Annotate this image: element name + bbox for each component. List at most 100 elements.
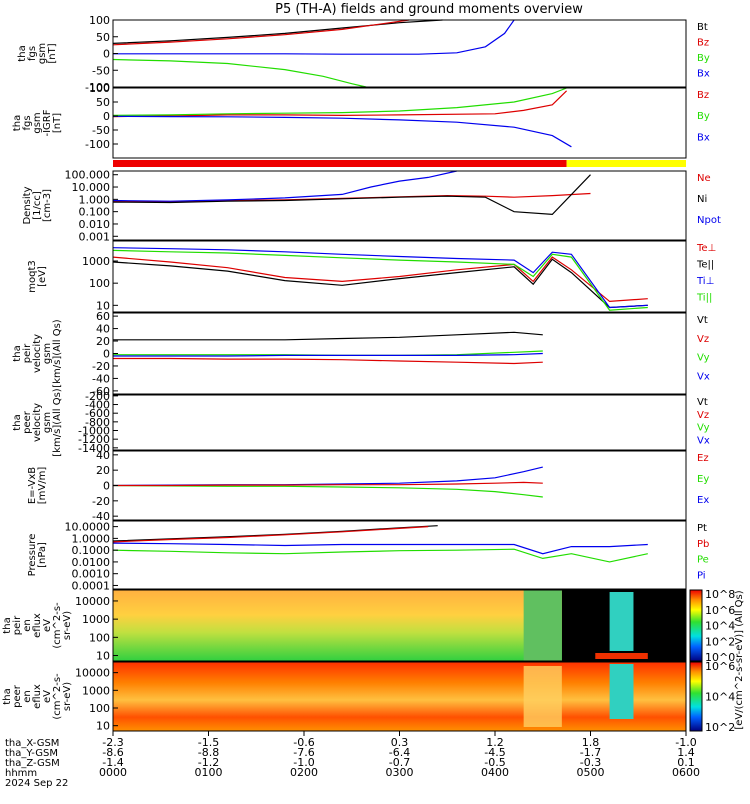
y-label-line: tha [12,345,23,361]
x-row-value: 0100 [195,766,223,779]
series-te-line [112,258,648,309]
y-tick-label: 40 [96,449,110,462]
figure-title: P5 (TH-A) fields and ground moments over… [275,2,583,17]
legend-te: Te⊥ [696,243,716,254]
y-tick-label: -50 [92,124,110,137]
legend-vt: Vt [697,315,708,326]
y-label-line: gsm [42,412,53,433]
legend-ni: Ni [697,194,707,205]
y-tick-label: 100 [89,82,110,95]
x-row-value: 1.8 [582,736,600,749]
spectrogram-transition [523,666,562,727]
y-label-line: (cm^2-s- [52,602,63,649]
series-bx-line [113,19,515,55]
y-axis-label: tha peir velocity gsm [km/s](All Qs) [12,319,63,387]
x-row-value: -1.5 [198,736,219,749]
legend-bt: Bt [697,22,708,33]
x-row-label: tha_Y-GSM [5,748,58,759]
y-label-line: tha [17,45,28,61]
legend-vy: Vy [697,423,710,434]
y-tick-label: 50 [96,31,110,44]
panel-frame [112,520,687,590]
y-axis-label: Density [1/cc] [cm-3] [22,186,53,224]
x-row-label: hhmm [5,768,37,779]
series-ey-line [112,484,543,498]
y-label-line: gsm [32,112,43,133]
y-tick-label: 0.001 [79,230,111,243]
x-row-label: tha_X-GSM [5,738,59,749]
x-row-label: tha_Z-GSM [5,758,60,769]
series-ex-line [112,466,543,487]
panel-frame [112,589,687,662]
y-label-line: fgs [27,46,38,61]
x-row-value: -1.2 [198,756,219,769]
legend-by: By [697,111,710,122]
legend-ex: Ex [697,495,709,506]
y-tick-label: 100 [89,14,110,27]
x-row-value: 0000 [99,766,127,779]
y-tick-label: 10000 [75,667,110,680]
series-bt-line [112,19,443,44]
colorbar-tick-label: 10^2 [705,635,735,648]
y-tick-label: -200 [85,390,110,403]
colorbar-gradient [689,661,703,732]
y-label-line: [km/s](All Qs) [52,388,63,456]
y-label-line: tha [12,414,23,430]
panel-frame [112,240,687,313]
series-npot-line [112,170,457,202]
y-tick-label: -100 [85,138,110,151]
colorbar-tick-label: 10^8 [705,588,735,601]
y-label-line: velocity [32,403,43,442]
y-tick-label: 0 [103,348,110,361]
y-tick-label: 10 [96,720,110,733]
y-label-line: eV [42,690,53,703]
legend-ne: Ne [697,173,711,184]
x-row-value: 0.1 [677,756,695,769]
y-tick-label: 10000 [75,595,110,608]
series-bz-line [112,19,410,46]
y-label-line: peer [12,684,23,708]
y-tick-label: 0 [103,48,110,61]
legend-vz: Vz [697,334,709,345]
series-pi-line [112,542,648,555]
y-label-line: -IGRF [42,109,53,136]
y-label-line: tha [2,688,13,704]
x-row-value: -1.0 [675,736,696,749]
series-pb-line [112,526,429,543]
y-tick-label: 20 [96,464,110,477]
y-tick-label: 100.000 [65,169,111,182]
colorbar-tick-label: 10^0 [705,651,735,664]
panel-frame [112,170,687,241]
y-tick-label: 20 [96,335,110,348]
colorbar-tick-label: 10^2 [705,721,735,734]
x-row-value: 0300 [386,766,414,779]
legend-pi: Pi [697,570,706,581]
y-label-line: [nPa] [37,542,48,568]
status-bar [113,160,686,167]
x-row-value: -1.0 [293,756,314,769]
y-label-line: [km/s](All Qs) [52,319,63,387]
colorbar-2: 10^6 10^4 10^2 [689,660,735,734]
y-label-line: fgs [22,115,33,130]
series-te-line [112,256,648,303]
legend-pb: Pb [697,539,709,550]
colorbar-tick-label: 10^6 [705,604,735,617]
y-label-line: [nT] [52,113,63,133]
y-tick-label: 10 [96,650,110,663]
x-row-value: 1.2 [486,736,504,749]
x-row-value: 0500 [577,766,605,779]
y-label-line: gsm [42,343,53,364]
legend-vz: Vz [697,410,709,421]
y-tick-label: 0.100 [79,206,111,219]
y-label-line: gsm [37,43,48,64]
series-by-line [112,58,367,88]
y-tick-label: 0.0100 [72,556,111,569]
legend-ti: Ti|| [696,293,712,304]
series-ez-line [113,481,543,487]
x-row-value: -0.6 [293,736,314,749]
y-tick-label: -20 [92,360,110,373]
x-row-value: -8.6 [102,746,123,759]
